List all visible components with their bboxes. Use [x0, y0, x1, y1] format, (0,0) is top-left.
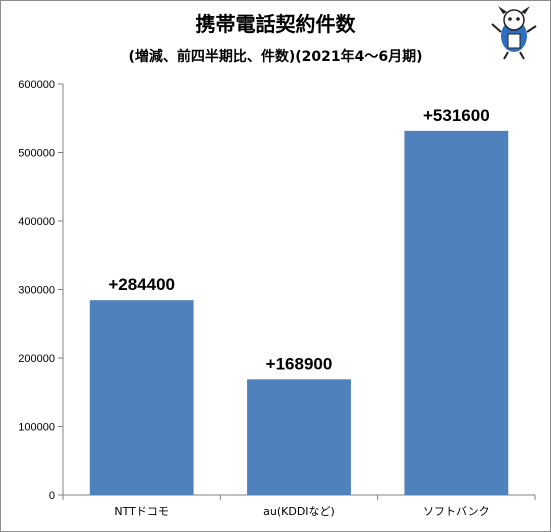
chart-subtitle: (増減、前四半期比、件数)(2021年4～6月期) — [128, 49, 423, 65]
y-tick-label: 600000 — [18, 79, 55, 91]
y-tick-label: 300000 — [18, 285, 55, 297]
bar — [247, 379, 351, 495]
y-tick-label: 500000 — [18, 148, 55, 160]
data-label: +284400 — [108, 275, 175, 294]
data-label: +531600 — [423, 106, 490, 125]
y-tick-label: 200000 — [18, 353, 55, 365]
x-category-label: ソフトバンク — [423, 505, 490, 518]
y-tick-labels: 0 100000 200000 300000 400000 500000 600000 — [18, 79, 55, 502]
x-category-labels: NTTドコモ au(KDDIなど) ソフトバンク — [114, 505, 489, 518]
x-category-label: au(KDDIなど) — [263, 505, 335, 518]
mascot-logo — [491, 6, 537, 60]
data-labels: +284400 +168900 +531600 — [108, 106, 489, 373]
bar — [404, 130, 509, 495]
y-tick-label: 100000 — [18, 422, 55, 434]
data-label: +168900 — [266, 354, 333, 373]
x-category-label: NTTドコモ — [114, 505, 168, 518]
y-tick-label: 400000 — [18, 216, 55, 228]
bars — [89, 130, 509, 495]
bar — [89, 300, 194, 495]
chart-title: 携帯電話契約件数 — [195, 12, 356, 36]
y-tick-label: 0 — [49, 490, 55, 502]
